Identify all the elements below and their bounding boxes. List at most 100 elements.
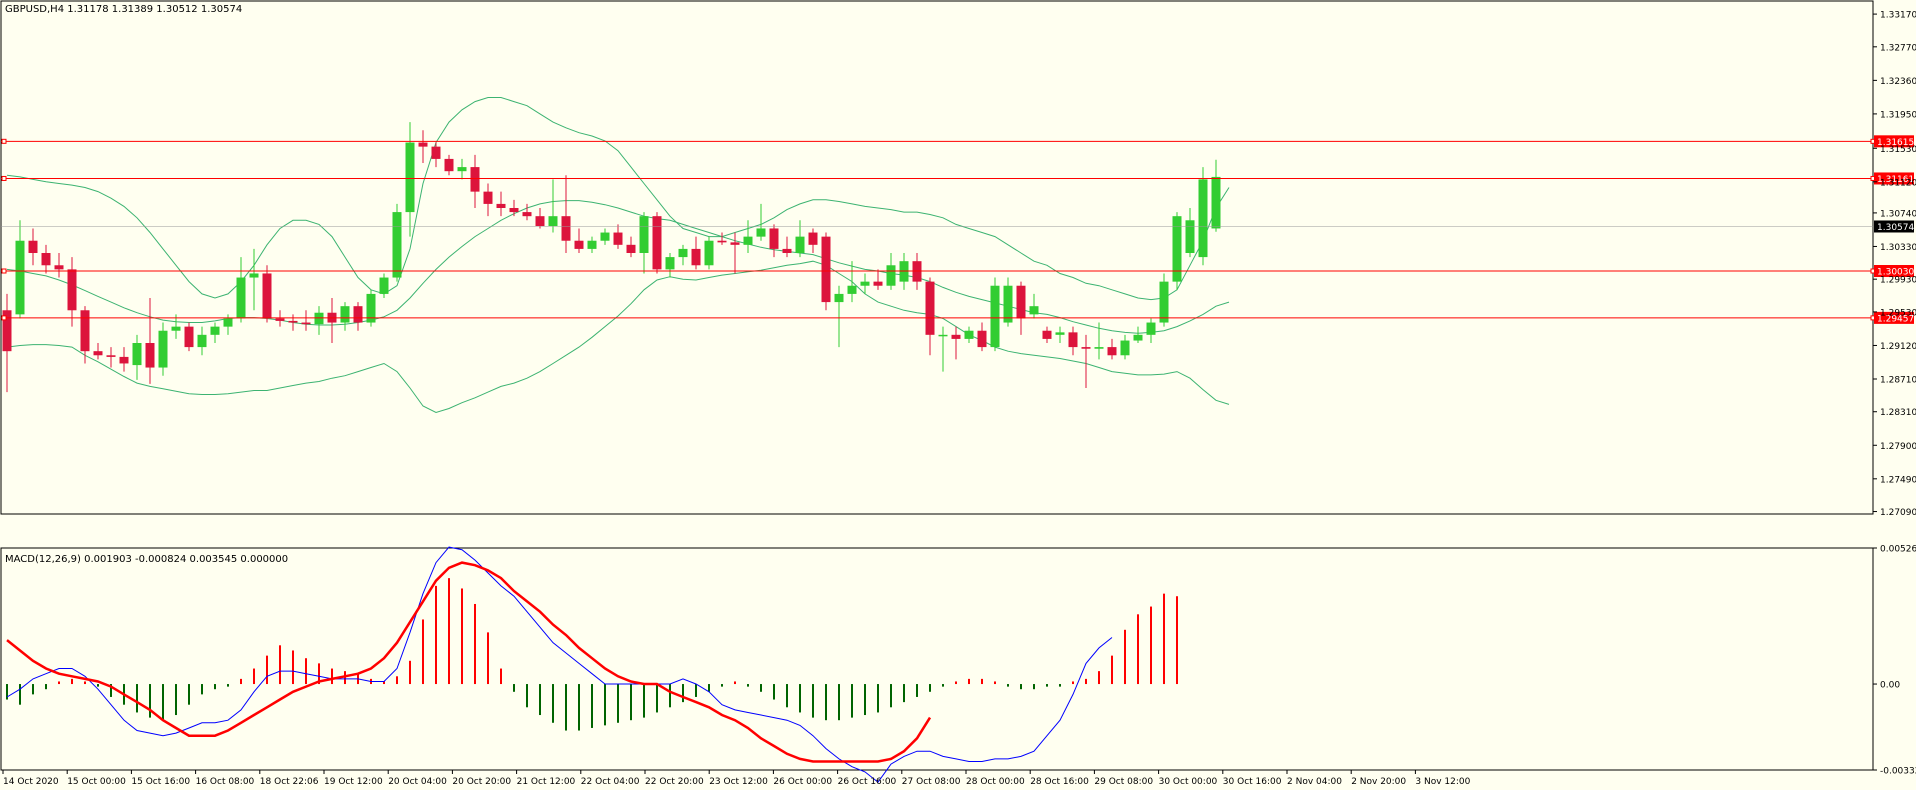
candle-body	[236, 277, 246, 319]
horizontal-lines: 1.31615 1.31161 1.30030 1.29457	[1, 135, 1914, 324]
candle-body	[171, 326, 181, 331]
candle-body	[769, 228, 779, 249]
horizontal-line-anchor	[1, 138, 7, 144]
x-tick-label: 29 Oct 08:00	[1094, 777, 1153, 787]
x-tick-label: 26 Oct 16:00	[838, 777, 897, 787]
candle-body	[1146, 322, 1156, 335]
price-label-box	[1874, 172, 1914, 185]
candle-body	[782, 248, 792, 253]
y-tick-label: 1.27090	[1880, 508, 1916, 518]
x-tick-label: 27 Oct 08:00	[902, 777, 961, 787]
candle-body	[119, 356, 129, 364]
candle-body	[262, 273, 272, 319]
x-tick-label: 21 Oct 12:00	[517, 777, 576, 787]
candle-body	[1120, 340, 1130, 356]
candle-body	[756, 228, 766, 237]
y-tick-label: 1.27490	[1880, 475, 1916, 485]
macd-lines	[6, 546, 1113, 783]
candle-body	[210, 326, 220, 335]
x-tick-label: 26 Oct 00:00	[773, 777, 832, 787]
macd-tick-label: -0.003328	[1880, 767, 1916, 777]
candle-body	[1003, 285, 1013, 323]
candle-body	[730, 242, 740, 245]
price-label: 1.30030	[1877, 268, 1914, 278]
candles	[2, 122, 1221, 393]
candle-body	[587, 240, 597, 249]
x-tick-label: 30 Oct 16:00	[1223, 777, 1282, 787]
candle-body	[1081, 347, 1091, 349]
macd-signal-line	[6, 561, 932, 763]
x-tick-label: 2 Nov 20:00	[1351, 777, 1406, 787]
y-tick-label: 1.30740	[1880, 209, 1916, 219]
candle-body	[1068, 332, 1078, 348]
macd-panel: 0.005267 0.00 -0.003328 MACD(12,26,9) 0.00…	[0, 545, 1916, 783]
macd-panel-frame	[0, 547, 1874, 771]
macd-tick-label: 0.005267	[1880, 545, 1916, 555]
macd-title: MACD(12,26,9) 0.001903 -0.000824 0.00354…	[5, 554, 288, 565]
y-tick-label: 1.31120	[1880, 178, 1916, 188]
candle-body	[249, 273, 259, 278]
y-tick-label: 1.31950	[1880, 110, 1916, 120]
candle-body	[795, 236, 805, 253]
candle-body	[626, 244, 636, 253]
candle-body	[301, 322, 311, 325]
candle-body	[574, 240, 584, 249]
x-tick-label: 2 Nov 04:00	[1287, 777, 1342, 787]
x-tick-label: 15 Oct 00:00	[67, 777, 126, 787]
candle-body	[561, 216, 571, 241]
macd-y-axis: 0.005267 0.00 -0.003328	[1873, 545, 1916, 777]
price-y-axis: 1.33170 1.32770 1.32360 1.31950 1.31530 1.311…	[1, 11, 1916, 518]
price-label: 1.31161	[1877, 175, 1914, 185]
candle-body	[93, 351, 103, 356]
candle-body	[691, 248, 701, 266]
x-tick-label: 22 Oct 20:00	[645, 777, 704, 787]
candle-body	[470, 167, 480, 192]
candle-body	[28, 240, 38, 253]
candle-body	[392, 212, 402, 278]
candle-body	[431, 146, 441, 159]
horizontal-line-anchor	[1, 315, 7, 321]
y-tick-label: 1.33170	[1880, 11, 1916, 21]
candle-body	[314, 312, 324, 325]
y-tick-label: 1.29930	[1880, 276, 1916, 286]
candle-body	[1198, 179, 1208, 258]
candle-body	[1133, 334, 1143, 341]
candle-body	[496, 203, 506, 208]
candle-body	[444, 158, 454, 172]
x-tick-label: 18 Oct 22:06	[260, 777, 319, 787]
horizontal-line-anchor	[1, 175, 7, 181]
candle-body	[132, 343, 142, 366]
current-price-label: 1.30574	[1877, 223, 1914, 233]
x-tick-label: 23 Oct 12:00	[709, 777, 768, 787]
candle-body	[1042, 330, 1052, 339]
candle-body	[665, 257, 675, 270]
candle-body	[925, 281, 935, 335]
candle-body	[1172, 216, 1182, 282]
candle-body	[808, 232, 818, 245]
y-tick-label: 1.28710	[1880, 376, 1916, 386]
candle-body	[67, 269, 77, 311]
macd-main-line	[6, 546, 1113, 783]
x-tick-label: 19 Oct 12:00	[324, 777, 383, 787]
candle-body	[977, 330, 987, 348]
candle-body	[275, 318, 285, 321]
x-tick-label: 14 Oct 2020	[3, 777, 59, 787]
candle-body	[951, 334, 961, 339]
macd-histogram	[6, 578, 1178, 731]
price-label: 1.29457	[1877, 314, 1914, 324]
candle-body	[821, 236, 831, 303]
candle-body	[1029, 306, 1039, 315]
x-axis: 14 Oct 2020 15 Oct 00:00 15 Oct 16:00 16 Oc…	[2, 770, 1471, 787]
price-label: 1.31615	[1877, 138, 1914, 148]
y-tick-label: 1.29120	[1880, 342, 1916, 352]
candle-body	[353, 306, 363, 323]
candle-body	[418, 142, 428, 147]
candle-body	[717, 240, 727, 243]
candle-body	[743, 236, 753, 245]
price-panel-frame	[0, 0, 1874, 515]
bollinger-upper-line	[6, 97, 1230, 301]
candle-body	[197, 334, 207, 348]
y-tick-label: 1.31530	[1880, 145, 1916, 155]
candle-body	[847, 285, 857, 294]
